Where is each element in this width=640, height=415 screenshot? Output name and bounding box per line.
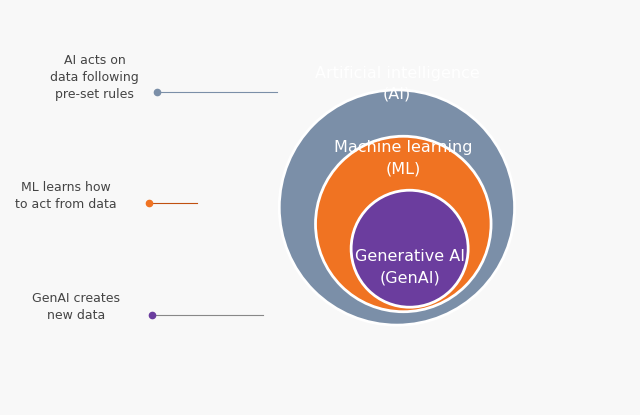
Text: Generative AI
(GenAI): Generative AI (GenAI) xyxy=(355,249,465,285)
Ellipse shape xyxy=(316,136,491,312)
Text: GenAI creates
new data: GenAI creates new data xyxy=(32,292,120,322)
Ellipse shape xyxy=(279,90,515,325)
Text: AI acts on
data following
pre-set rules: AI acts on data following pre-set rules xyxy=(51,54,139,101)
Text: ML learns how
to act from data: ML learns how to act from data xyxy=(15,181,117,211)
Text: Artificial intelligence
(AI): Artificial intelligence (AI) xyxy=(314,66,479,102)
Ellipse shape xyxy=(351,190,468,307)
Text: Machine learning
(ML): Machine learning (ML) xyxy=(334,140,472,176)
